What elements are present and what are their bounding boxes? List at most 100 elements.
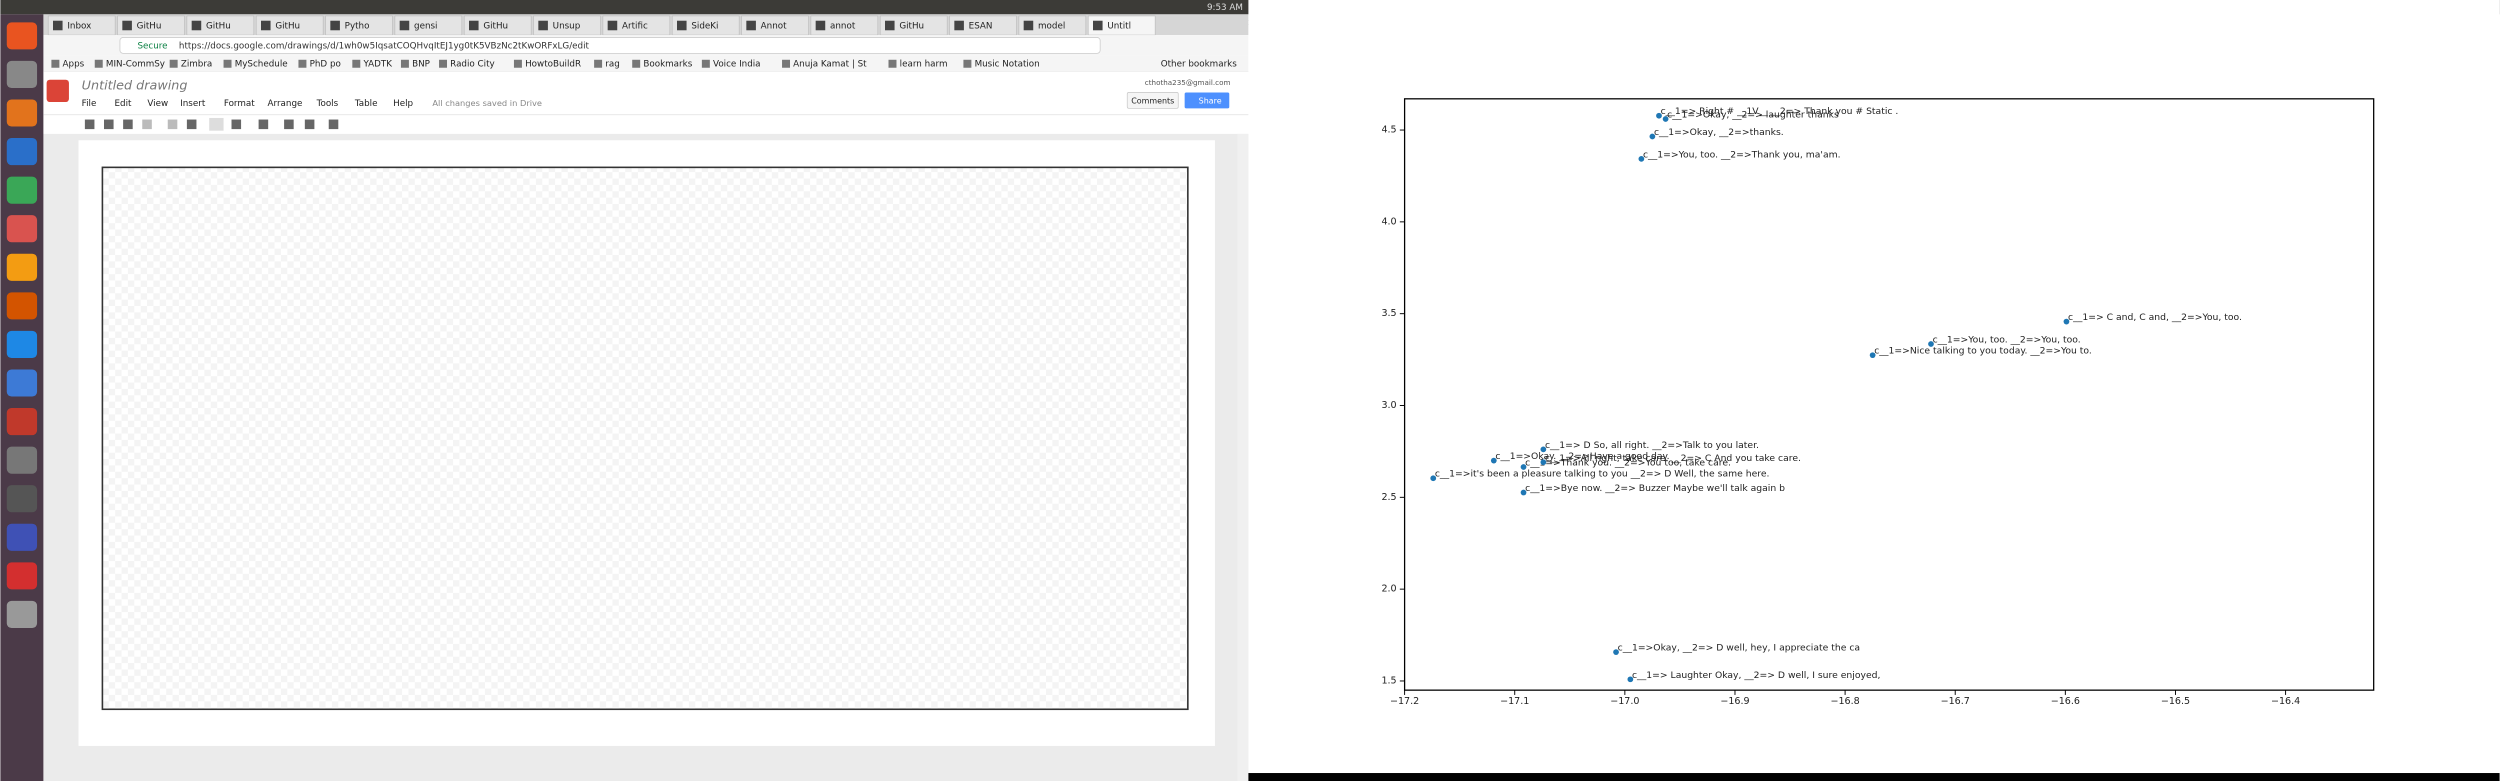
menu-item[interactable]: Format bbox=[224, 99, 255, 109]
menu-item[interactable]: Insert bbox=[180, 99, 206, 109]
account[interactable]: cthotha235@gmail.com bbox=[1145, 78, 1231, 87]
tab-title[interactable]: SideKi bbox=[691, 21, 718, 31]
tab-title[interactable]: Unsup bbox=[553, 21, 581, 31]
tab-title[interactable]: GitHu bbox=[275, 21, 300, 31]
launcher-icon[interactable] bbox=[6, 60, 38, 88]
menu-bar: File Edit View Insert Format Arrange Tools Tabl… bbox=[82, 98, 542, 109]
tab-title[interactable]: Annot bbox=[761, 21, 787, 31]
launcher-icon[interactable] bbox=[6, 369, 38, 397]
point bbox=[1649, 133, 1656, 140]
bookmark-icon bbox=[439, 59, 448, 68]
doc-title[interactable]: Untitled drawing bbox=[82, 79, 188, 94]
bookmark[interactable]: learn harm bbox=[900, 60, 948, 70]
tab-title[interactable]: GitHu bbox=[483, 21, 508, 31]
tab-title[interactable]: ESAN bbox=[969, 21, 993, 31]
launcher-icon[interactable] bbox=[6, 138, 38, 166]
bookmark[interactable]: Radio City bbox=[450, 60, 495, 70]
bookmark[interactable]: rag bbox=[605, 60, 620, 70]
y-tick-label: 3.5 bbox=[1381, 308, 1396, 319]
tab-title[interactable]: GitHu bbox=[137, 21, 162, 31]
tab-icon bbox=[52, 20, 63, 31]
launcher-icon[interactable] bbox=[6, 600, 38, 628]
launcher-icon[interactable] bbox=[6, 22, 38, 50]
tab-icon bbox=[330, 20, 340, 31]
launcher-icon[interactable] bbox=[6, 330, 38, 358]
menu-item[interactable]: Arrange bbox=[268, 99, 303, 109]
bookmark-icon bbox=[298, 59, 307, 68]
tab-title[interactable]: Inbox bbox=[67, 21, 91, 31]
point bbox=[1869, 352, 1876, 359]
secure-label: Secure bbox=[137, 41, 167, 51]
tab-icon bbox=[469, 20, 479, 31]
bookmark[interactable]: Bookmarks bbox=[643, 60, 692, 70]
comments-button[interactable] bbox=[1126, 92, 1179, 109]
launcher-icon[interactable] bbox=[6, 446, 38, 474]
point-label: c__1=>Bye now. __2=> Buzzer Maybe we'll … bbox=[1525, 483, 1785, 494]
launcher-icon[interactable] bbox=[6, 562, 38, 590]
tab-icon bbox=[815, 20, 826, 31]
bookmark[interactable]: Music Notation bbox=[975, 60, 1040, 70]
tab-title[interactable]: GitHu bbox=[206, 21, 231, 31]
point-label: c__1=> Right # __1V__ __2=> Thank you # … bbox=[1661, 106, 1899, 117]
bookmark-icon bbox=[782, 59, 791, 68]
bookmark[interactable]: Zimbra bbox=[181, 60, 212, 70]
launcher-icon[interactable] bbox=[6, 253, 38, 281]
launcher-icon[interactable] bbox=[6, 485, 38, 513]
menu-item[interactable]: Table bbox=[354, 99, 378, 109]
launcher-icon[interactable] bbox=[6, 215, 38, 243]
point-label: c__1=>Okay, __2=>thanks. bbox=[1654, 127, 1784, 138]
bookmark[interactable]: MySchedule bbox=[235, 60, 288, 70]
y-tick-label: 3.0 bbox=[1381, 400, 1396, 411]
menu-item[interactable]: Edit bbox=[115, 99, 133, 109]
tab-icon bbox=[260, 20, 271, 31]
tab-title[interactable]: gensi bbox=[414, 21, 437, 31]
point bbox=[1490, 457, 1497, 464]
point bbox=[1613, 649, 1619, 656]
tab-title[interactable]: Artific bbox=[622, 21, 648, 31]
url[interactable]: https://docs.google.com/drawings/d/1wh0w… bbox=[179, 41, 590, 51]
bookmark[interactable]: BNP bbox=[412, 60, 430, 70]
bookmark[interactable]: Anuja Kamat | St bbox=[793, 60, 867, 70]
tab-title[interactable]: model bbox=[1038, 21, 1065, 31]
drawing-canvas[interactable] bbox=[101, 166, 1189, 711]
point bbox=[1928, 341, 1934, 347]
other-bookmarks[interactable]: Other bookmarks bbox=[1161, 60, 1238, 70]
scatter-chart: −17.2 −17.1 −17.0 −16.9 −16.8 −16.7 −16.6 −16.5… bbox=[1381, 98, 2375, 707]
point-label: c__1=>All right, take care. __2=> C And … bbox=[1545, 453, 1801, 464]
tab-title[interactable]: GitHu bbox=[899, 21, 924, 31]
x-tick-label: −16.4 bbox=[2271, 696, 2300, 707]
tab-icon bbox=[746, 20, 756, 31]
tab-icon bbox=[677, 20, 687, 31]
bookmark[interactable]: YADTK bbox=[362, 60, 392, 70]
bookmark-icon bbox=[888, 59, 897, 68]
launcher-icon[interactable] bbox=[6, 523, 38, 551]
point-label: c__1=>You, too. __2=>Thank you, ma'am. bbox=[1643, 149, 1841, 160]
x-tick-label: −17.2 bbox=[1390, 696, 1419, 707]
bookmark[interactable]: Voice India bbox=[713, 60, 761, 70]
menu-item[interactable]: File bbox=[82, 99, 97, 109]
menu-item[interactable]: View bbox=[147, 99, 168, 109]
bookmark[interactable]: MIN-CommSy bbox=[106, 60, 165, 70]
bookmark[interactable]: PhD po bbox=[310, 60, 341, 70]
launcher-icon[interactable] bbox=[6, 292, 38, 320]
bookmark-icon bbox=[513, 59, 522, 68]
bookmark[interactable]: Apps bbox=[63, 60, 85, 70]
launcher-icon[interactable] bbox=[6, 408, 38, 436]
omnibox[interactable] bbox=[119, 37, 1101, 54]
tab-title[interactable]: annot bbox=[830, 21, 856, 31]
tab-title[interactable]: Untitl bbox=[1107, 21, 1131, 31]
y-tick-label: 4.5 bbox=[1381, 125, 1396, 136]
tab-icon bbox=[885, 20, 895, 31]
launcher-icon[interactable] bbox=[6, 176, 38, 204]
launcher-icon[interactable] bbox=[6, 99, 38, 127]
share-button[interactable] bbox=[1184, 92, 1230, 109]
point bbox=[2063, 318, 2070, 325]
point bbox=[1656, 112, 1662, 119]
docs-logo[interactable] bbox=[46, 79, 69, 103]
tab-title[interactable]: Pytho bbox=[345, 21, 370, 31]
menu-item[interactable]: Help bbox=[393, 99, 413, 109]
menu-item[interactable]: Tools bbox=[316, 99, 339, 109]
x-tick-label: −16.7 bbox=[1941, 696, 1970, 707]
tabs: Inbox GitHu GitHu GitHu Pytho gensi GitHu Unsup… bbox=[47, 15, 1156, 36]
bookmark[interactable]: HowtoBuildR bbox=[525, 60, 581, 70]
